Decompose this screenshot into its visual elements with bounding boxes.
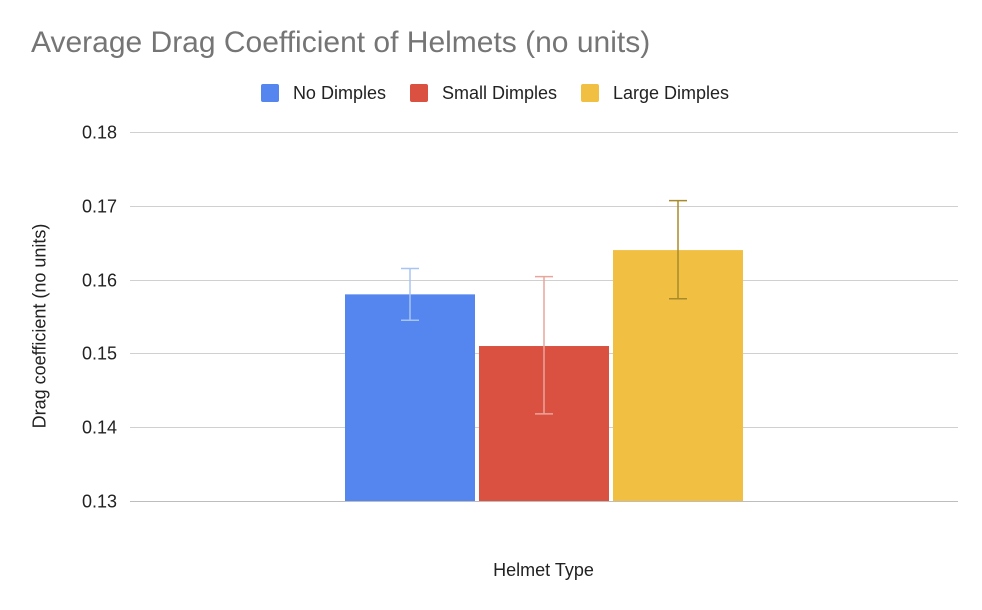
error-bar-large-dimples — [669, 199, 687, 300]
legend-label-small-dimples: Small Dimples — [441, 82, 557, 103]
y-tick-label: 0.17 — [82, 197, 117, 217]
legend-swatch-large-dimples — [581, 84, 599, 102]
y-tick-label: 0.13 — [82, 492, 117, 512]
chart-title: Average Drag Coefficient of Helmets (no … — [31, 26, 651, 59]
legend-item-small-dimples[interactable]: Small Dimples — [409, 82, 557, 104]
x-axis-label: Helmet Type — [493, 560, 594, 580]
error-bar-small-dimples — [535, 275, 553, 415]
error-bar-no-dimples — [401, 267, 419, 321]
bar-no-dimples[interactable] — [345, 294, 475, 501]
legend-item-no-dimples[interactable]: No Dimples — [260, 82, 386, 104]
legend-label-no-dimples: No Dimples — [292, 82, 386, 103]
legend-swatch-no-dimples — [260, 84, 279, 102]
legend: No Dimples Small Dimples Large Dimples — [0, 80, 982, 106]
bars — [345, 250, 743, 501]
legend-label-large-dimples: Large Dimples — [613, 82, 730, 103]
y-tick-label: 0.14 — [82, 418, 117, 438]
legend-item-large-dimples[interactable]: Large Dimples — [581, 83, 729, 104]
y-tick-labels: 0.18 0.17 0.16 0.15 0.14 0.13 — [82, 123, 117, 512]
y-tick-label: 0.16 — [82, 271, 117, 291]
legend-swatch-small-dimples — [409, 84, 428, 102]
error-bars — [401, 199, 687, 415]
y-tick-label: 0.15 — [82, 344, 117, 364]
y-tick-label: 0.18 — [82, 123, 117, 143]
